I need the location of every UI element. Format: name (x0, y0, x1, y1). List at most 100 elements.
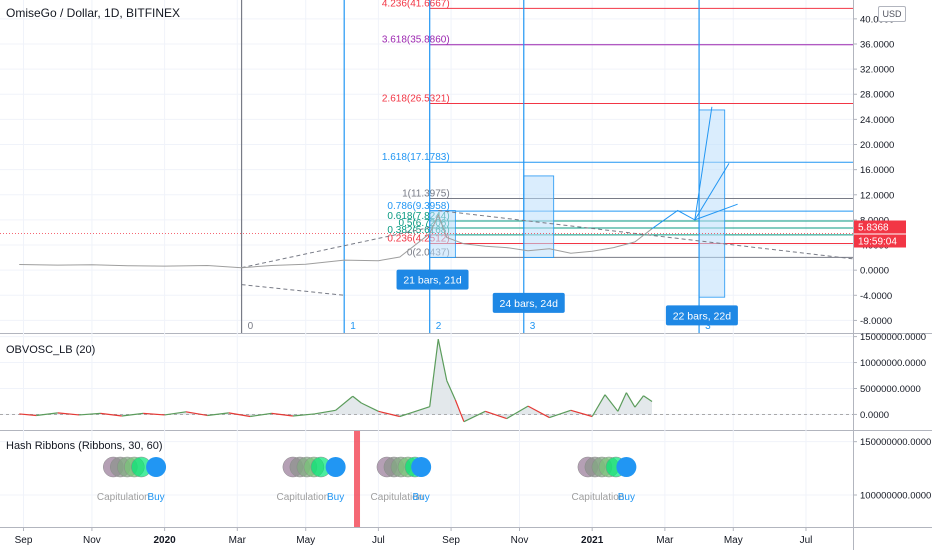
price-axis-tick-label: 40.0000 (860, 14, 894, 25)
fib-level-label: 0(2.0437) (407, 247, 450, 258)
obv-segment (292, 413, 315, 417)
obv-segment (352, 395, 362, 404)
fib-level-label: 0.786(9.3958) (387, 201, 449, 212)
buy-label: Buy (618, 492, 635, 503)
hash-ribbons-title: Hash Ribbons (Ribbons, 30, 60) (6, 440, 163, 452)
buy-marker (325, 457, 346, 477)
buy-marker (146, 457, 167, 477)
x-tick-label: Jul (800, 535, 813, 546)
price-axis-tick-label: -8.0000 (860, 316, 892, 327)
obv-segment (437, 339, 448, 381)
obv-segment (549, 409, 571, 419)
obv-axis-tick-label: 0.0000 (860, 410, 889, 421)
capitulation-label: Capitulation (276, 492, 329, 503)
obv-segment (506, 405, 529, 420)
fib-level-label: 0.236(4.2512) (387, 233, 449, 244)
x-tick-label: Sep (15, 535, 33, 546)
current-price-badge (854, 220, 906, 234)
range-label-badge (492, 292, 565, 313)
obv-segment (485, 410, 507, 420)
range-box (523, 175, 555, 259)
obv-segment (643, 395, 653, 402)
obv-pane-title: OBVOSC_LB (20) (6, 344, 96, 356)
obv-segment (463, 410, 486, 423)
obv-area (19, 339, 652, 422)
projection-arrow (694, 203, 738, 221)
fib-level-label: 0.5(6.7206) (399, 218, 450, 229)
obv-segment (625, 392, 636, 408)
fib-level-label: 1(11.3975) (402, 189, 450, 200)
obv-segment (207, 412, 229, 417)
buy-label: Buy (147, 492, 164, 503)
x-tick-label: May (724, 535, 743, 546)
obv-axis-tick-label: 5000000.0000 (860, 384, 921, 395)
obv-segment (228, 412, 251, 418)
buy-label: Buy (413, 492, 430, 503)
range-label-badge (665, 305, 738, 326)
capitulation-label: Capitulation (371, 492, 424, 503)
obv-segment (121, 412, 144, 417)
cycle-line-label: 3 (530, 321, 536, 332)
obv-axis-tick-label: 10000000.0000 (860, 358, 926, 369)
buy-marker (411, 457, 432, 477)
range-box (429, 210, 456, 259)
x-tick-label: 2021 (581, 535, 604, 546)
obv-segment (57, 412, 80, 416)
trend-dashed-line (241, 226, 430, 269)
current-price-label: 5.8368 (858, 222, 889, 233)
hash-axis-tick-label: 150000000.0000 (860, 437, 931, 448)
range-box (698, 109, 726, 298)
price-axis-tick-label: 12.0000 (860, 190, 894, 201)
obv-segment (378, 410, 400, 418)
fib-level-label: 2.618(26.5321) (382, 93, 450, 104)
obv-segment (100, 412, 122, 417)
countdown-label: 19:59:04 (858, 236, 897, 247)
obv-axis-tick-label: 15000000.0000 (860, 332, 926, 343)
price-axis-tick-label: 0.0000 (860, 266, 889, 277)
price-axis-tick-label: 36.0000 (860, 39, 894, 50)
obv-segment (143, 412, 165, 416)
obv-segment (617, 392, 627, 412)
chart-title: OmiseGo / Dollar, 1D, BITFINEX (6, 6, 181, 20)
obv-segment (446, 380, 456, 401)
x-tick-label: Nov (83, 535, 101, 546)
x-tick-label: Mar (656, 535, 674, 546)
obv-segment (314, 409, 336, 415)
countdown-badge (854, 234, 906, 248)
fib-level-label: 3.618(35.8860) (382, 35, 450, 46)
cycle-line-label: 1 (350, 321, 356, 332)
cycle-line-label: 3 (705, 321, 711, 332)
obv-segment (399, 411, 413, 418)
obv-segment (361, 402, 379, 412)
projection-arrow (651, 106, 713, 230)
obv-segment (604, 394, 619, 412)
obv-segment (412, 406, 430, 413)
price-series-line (19, 213, 653, 269)
obv-segment (271, 412, 293, 417)
obv-segment (335, 395, 354, 411)
cycle-line-label: 2 (436, 321, 442, 332)
range-label-text: 24 bars, 24d (500, 298, 559, 310)
obv-segment (634, 395, 644, 408)
fib-level-label: 4.236(41.6667) (382, 0, 450, 9)
fib-level-label: 0.382(5.6168) (387, 225, 449, 236)
fib-level-label: 0.618(7.8244) (387, 211, 449, 222)
obv-segment (36, 412, 58, 417)
x-tick-label: May (296, 535, 315, 546)
price-axis-tick-label: 24.0000 (860, 115, 894, 126)
capitulation-label: Capitulation (97, 492, 150, 503)
x-tick-label: Nov (511, 535, 529, 546)
hash-axis-tick-label: 100000000.0000 (860, 491, 931, 502)
obv-segment (250, 412, 272, 418)
currency-badge[interactable]: USD (878, 6, 906, 22)
trend-dashed-line (241, 284, 345, 296)
capitulation-bar (354, 431, 361, 527)
obv-segment (79, 412, 101, 416)
obv-segment (527, 405, 550, 419)
buy-marker (616, 457, 637, 477)
price-axis-tick-label: 20.0000 (860, 140, 894, 151)
x-tick-label: Mar (229, 535, 247, 546)
obv-segment (429, 339, 439, 407)
obv-segment (591, 394, 606, 417)
